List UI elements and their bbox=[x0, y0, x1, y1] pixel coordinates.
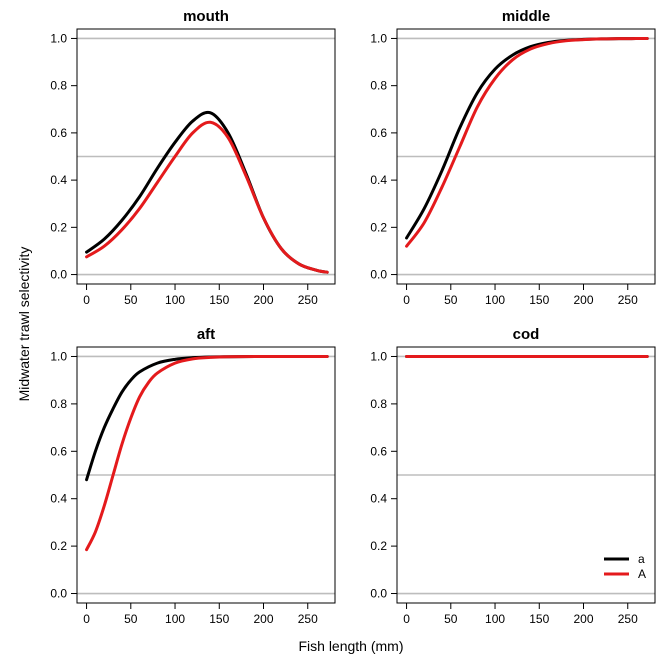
x-tick-label: 150 bbox=[209, 612, 229, 626]
plot-frame bbox=[396, 28, 656, 285]
x-tick-label: 0 bbox=[83, 612, 90, 626]
x-tick-label: 0 bbox=[403, 612, 410, 626]
y-tick-label: 1.0 bbox=[370, 349, 387, 363]
x-tick-label: 0 bbox=[83, 293, 90, 307]
x-tick-label: 250 bbox=[298, 612, 318, 626]
y-tick-label: 0.0 bbox=[370, 268, 387, 282]
x-tick-label: 200 bbox=[573, 612, 593, 626]
x-tick-label: 200 bbox=[253, 612, 273, 626]
panel-title: cod bbox=[513, 326, 540, 343]
y-tick-label: 0.8 bbox=[370, 397, 387, 411]
series-line-A bbox=[85, 120, 329, 274]
y-tick-label: 0.2 bbox=[50, 220, 67, 234]
x-tick-label: 50 bbox=[124, 293, 138, 307]
panel-middle: middle 0 50 100 150 200 250 0.0 0.2 0.4 0.6 0.8 1.0 bbox=[370, 8, 656, 307]
panel-cod: cod 0 50 100 150 200 250 0.0 0.2 0.4 0.6 0.8 1.0 bbox=[370, 326, 656, 626]
x-tick-label: 200 bbox=[573, 293, 593, 307]
plot-frame bbox=[76, 346, 336, 604]
y-tick-label: 0.2 bbox=[370, 220, 387, 234]
y-tick-label: 0.6 bbox=[50, 126, 67, 140]
y-tick-label: 0.6 bbox=[370, 126, 387, 140]
y-tick-label: 0.0 bbox=[50, 268, 67, 282]
legend-label-A: A bbox=[638, 567, 646, 581]
x-tick-label: 150 bbox=[209, 293, 229, 307]
y-tick-label: 0.2 bbox=[50, 539, 67, 553]
x-tick-label: 100 bbox=[485, 612, 505, 626]
y-tick-label: 0.4 bbox=[370, 173, 387, 187]
y-tick-label: 0.4 bbox=[370, 492, 387, 506]
plot-frame bbox=[76, 28, 336, 285]
x-tick-label: 150 bbox=[529, 293, 549, 307]
y-tick-label: 0.4 bbox=[50, 492, 67, 506]
panel-mouth: mouth 0 50 100 150 200 250 0.0 0.2 0.4 0.6 0.8 1.0 bbox=[50, 8, 336, 307]
y-tick-label: 0.0 bbox=[50, 587, 67, 601]
y-axis-label: Midwater trawl selectivity bbox=[16, 247, 32, 402]
y-tick-label: 0.8 bbox=[370, 79, 387, 93]
y-tick-label: 0.8 bbox=[50, 397, 67, 411]
panel-title: middle bbox=[502, 8, 550, 25]
x-tick-label: 100 bbox=[165, 612, 185, 626]
x-axis-label: Fish length (mm) bbox=[298, 638, 403, 654]
x-tick-label: 0 bbox=[403, 293, 410, 307]
plot-frame bbox=[396, 346, 656, 604]
x-tick-label: 100 bbox=[165, 293, 185, 307]
y-tick-label: 0.0 bbox=[370, 587, 387, 601]
x-tick-label: 250 bbox=[298, 293, 318, 307]
panel-aft: aft 0 50 100 150 200 250 0.0 0.2 0.4 0.6 0.8 1.0 bbox=[50, 326, 336, 626]
x-tick-label: 150 bbox=[529, 612, 549, 626]
y-tick-label: 1.0 bbox=[370, 31, 387, 45]
series-line-a bbox=[85, 354, 329, 482]
y-tick-label: 0.4 bbox=[50, 173, 67, 187]
series-line-A bbox=[405, 36, 649, 248]
y-tick-label: 0.6 bbox=[50, 444, 67, 458]
x-tick-label: 250 bbox=[618, 612, 638, 626]
series-line-a bbox=[85, 110, 329, 274]
series-line-A bbox=[85, 354, 329, 552]
y-tick-label: 0.8 bbox=[50, 79, 67, 93]
x-tick-label: 100 bbox=[485, 293, 505, 307]
series-line-a bbox=[405, 36, 649, 240]
y-tick-label: 0.6 bbox=[370, 444, 387, 458]
x-tick-label: 200 bbox=[253, 293, 273, 307]
y-tick-label: 0.2 bbox=[370, 539, 387, 553]
y-tick-label: 1.0 bbox=[50, 31, 67, 45]
x-tick-label: 50 bbox=[444, 612, 458, 626]
y-tick-label: 1.0 bbox=[50, 349, 67, 363]
panel-title: mouth bbox=[183, 8, 229, 25]
x-tick-label: 50 bbox=[124, 612, 138, 626]
panel-title: aft bbox=[197, 326, 215, 343]
legend: a A bbox=[604, 552, 646, 581]
x-tick-label: 50 bbox=[444, 293, 458, 307]
x-tick-label: 250 bbox=[618, 293, 638, 307]
legend-label-a: a bbox=[638, 552, 645, 566]
